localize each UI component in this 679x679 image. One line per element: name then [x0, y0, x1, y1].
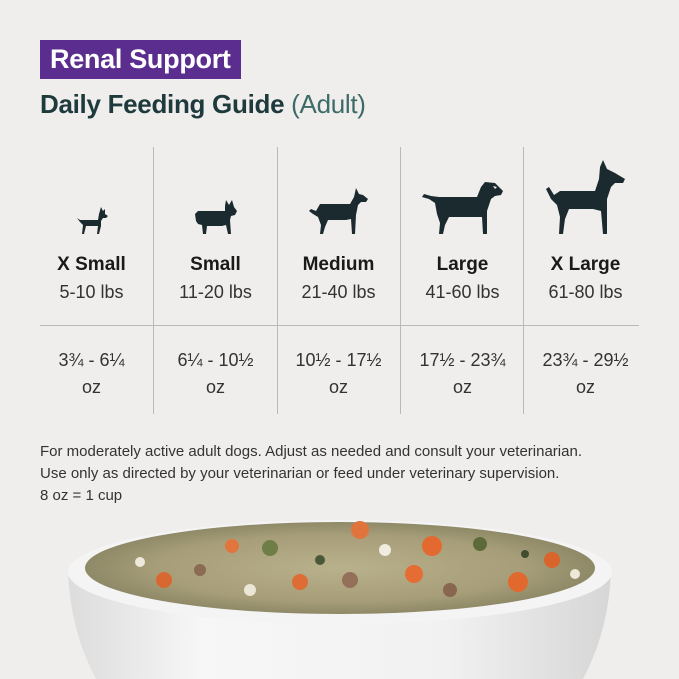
amount-unit: oz [575, 377, 595, 397]
x-small-dog-icon [30, 147, 153, 237]
x-large-dog-icon [524, 147, 647, 237]
size-column-large: Large 41-60 lbs 17½ - 23¾ oz [401, 147, 524, 414]
column-divider [153, 147, 154, 414]
size-weight: 61-80 lbs [548, 282, 623, 302]
food-bowl-image [0, 510, 679, 679]
page-title: Daily Feeding Guide (Adult) [40, 89, 366, 120]
size-name: X Large [550, 254, 621, 275]
column-divider [523, 147, 524, 414]
feeding-amount: 23¾ - 29½ oz [524, 347, 647, 401]
size-name: Large [436, 254, 489, 275]
amount-range: 23¾ - 29½ [542, 350, 629, 370]
amount-unit: oz [81, 377, 101, 397]
column-divider [400, 147, 401, 414]
size-name: Medium [302, 254, 375, 275]
amount-unit: oz [452, 377, 472, 397]
feeding-notes: For moderately active adult dogs. Adjust… [40, 441, 650, 507]
small-dog-icon [154, 147, 277, 237]
title-main: Daily Feeding Guide [40, 89, 285, 119]
product-badge: Renal Support [40, 40, 241, 79]
size-weight: 21-40 lbs [301, 282, 376, 302]
amount-unit: oz [328, 377, 348, 397]
note-line: 8 oz = 1 cup [40, 487, 123, 504]
amount-range: 6¼ - 10½ [177, 350, 254, 370]
amount-unit: oz [205, 377, 225, 397]
feeding-amount: 17½ - 23¾ oz [401, 347, 524, 401]
amount-range: 10½ - 17½ [295, 350, 382, 370]
large-dog-icon [401, 147, 524, 237]
note-line: For moderately active adult dogs. Adjust… [40, 443, 582, 460]
size-column-x-large: X Large 61-80 lbs 23¾ - 29½ oz [524, 147, 647, 414]
column-divider [277, 147, 278, 414]
amount-range: 17½ - 23¾ [419, 350, 506, 370]
feeding-amount: 6¼ - 10½ oz [154, 347, 277, 401]
size-weight: 11-20 lbs [179, 282, 252, 302]
size-weight: 5-10 lbs [59, 282, 124, 302]
amount-range: 3¾ - 6¼ [58, 350, 125, 370]
title-sub: (Adult) [291, 89, 366, 119]
medium-dog-icon [277, 147, 400, 237]
note-line: Use only as directed by your veterinaria… [40, 465, 560, 482]
size-column-x-small: X Small 5-10 lbs 3¾ - 6¼ oz [30, 147, 153, 414]
size-name: X Small [57, 254, 126, 275]
feeding-table: X Small 5-10 lbs 3¾ - 6¼ oz Small 11-20 … [40, 147, 639, 414]
row-divider [40, 325, 639, 326]
size-name: Small [190, 254, 241, 275]
size-weight: 41-60 lbs [425, 282, 500, 302]
size-column-small: Small 11-20 lbs 6¼ - 10½ oz [154, 147, 277, 414]
feeding-amount: 10½ - 17½ oz [277, 347, 400, 401]
feeding-amount: 3¾ - 6¼ oz [30, 347, 153, 401]
size-column-medium: Medium 21-40 lbs 10½ - 17½ oz [277, 147, 400, 414]
